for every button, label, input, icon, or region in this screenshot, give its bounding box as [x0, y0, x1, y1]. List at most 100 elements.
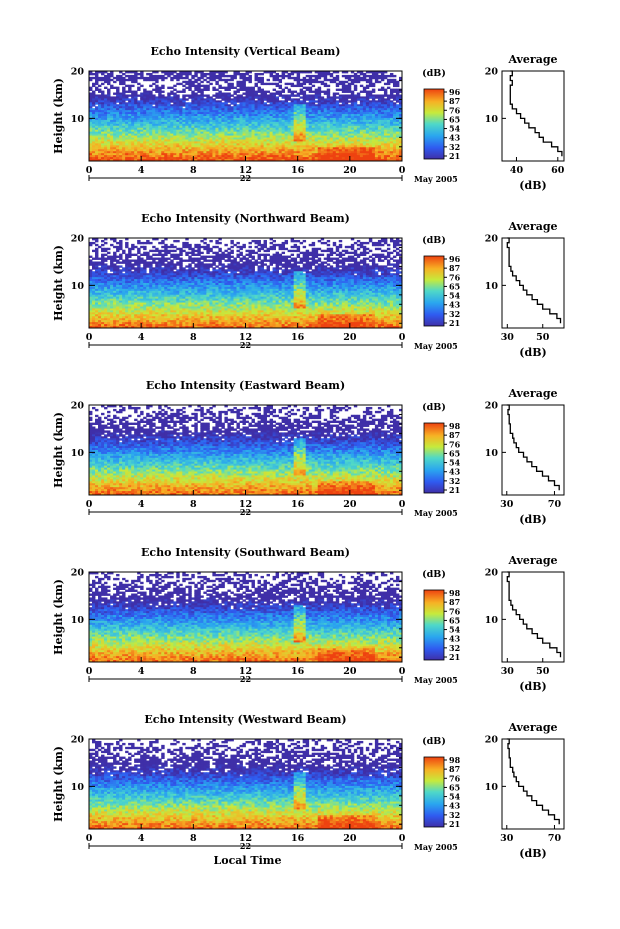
heatmap-cell: [212, 98, 216, 101]
heatmap-cell: [245, 100, 249, 103]
heatmap-cell: [113, 104, 117, 107]
heatmap-cell: [290, 112, 295, 115]
heatmap-cell: [104, 116, 108, 119]
heatmap-cell: [206, 116, 210, 119]
heatmap-cell: [260, 96, 264, 99]
heatmap-cell: [335, 76, 340, 80]
heatmap-cell: [290, 90, 295, 93]
heatmap-cell: [365, 74, 370, 78]
heatmap-cell: [263, 98, 267, 101]
heatmap-cell: [248, 94, 252, 97]
heatmap-cell: [194, 259, 198, 262]
heatmap-cell: [365, 94, 370, 97]
heatmap-cell: [317, 86, 322, 90]
heatmap-cell: [161, 112, 165, 115]
heatmap-cell: [275, 108, 280, 111]
heatmap-cell: [155, 117, 159, 121]
heatmap-cell: [293, 78, 298, 82]
heatmap-cell: [218, 102, 222, 105]
heatmap-cell: [266, 108, 270, 111]
heatmap-cell: [317, 114, 322, 117]
heatmap-cell: [389, 110, 394, 113]
heatmap-cell: [365, 112, 370, 115]
heatmap-cell: [284, 114, 289, 117]
heatmap-cell: [278, 114, 283, 117]
heatmap-cell: [284, 104, 289, 107]
heatmap-cell: [101, 102, 105, 105]
heatmap-cell: [131, 116, 135, 119]
heatmap-cell: [305, 78, 310, 82]
heatmap-cell: [386, 100, 391, 103]
heatmap-cell: [104, 76, 108, 80]
heatmap-cell: [179, 110, 183, 113]
heatmap-cell: [398, 104, 403, 107]
heatmap-cell: [212, 74, 216, 78]
heatmap-cell: [281, 94, 286, 97]
heatmap-cell: [194, 92, 198, 95]
heatmap-cell: [344, 74, 349, 78]
heatmap-cell: [323, 106, 328, 109]
heatmap-cell: [125, 108, 129, 111]
heatmap-cell: [287, 117, 292, 121]
heatmap-cell: [128, 102, 132, 105]
heatmap-cell: [149, 90, 153, 93]
heatmap-cell: [290, 71, 295, 74]
heatmap-cell: [335, 114, 340, 117]
heatmap-cell: [296, 104, 301, 107]
heatmap-cell: [170, 116, 174, 119]
heatmap-cell: [269, 102, 273, 105]
heatmap-cell: [320, 72, 325, 76]
heatmap-cell: [137, 102, 141, 105]
heatmap-cell: [182, 76, 186, 80]
heatmap-cell: [293, 76, 298, 80]
heatmap-cell: [353, 76, 358, 80]
heatmap-cell: [320, 90, 325, 93]
heatmap-cell: [95, 100, 99, 103]
heatmap-cell: [131, 110, 135, 113]
heatmap-cell: [353, 84, 358, 88]
heatmap-cell: [320, 108, 325, 111]
heatmap-cell: [209, 239, 213, 243]
heatmap-cell: [245, 249, 249, 253]
heatmap-cell: [350, 100, 355, 103]
heatmap-cell: [350, 102, 355, 105]
heatmap-cell: [101, 239, 105, 243]
heatmap-cell: [287, 112, 292, 115]
heatmap-cell: [101, 106, 105, 109]
heatmap-cell: [290, 94, 295, 97]
heatmap-cell: [140, 94, 144, 97]
heatmap-cell: [263, 249, 267, 253]
heatmap-cell: [374, 72, 379, 76]
heatmap-cell: [278, 100, 283, 103]
heatmap-cell: [221, 112, 225, 115]
heatmap-cell: [170, 92, 174, 95]
heatmap-cell: [266, 112, 270, 115]
heatmap-cell: [197, 112, 201, 115]
heatmap-cell: [167, 102, 171, 105]
heatmap-cell: [344, 108, 349, 111]
heatmap-cell: [368, 84, 373, 88]
heatmap-cell: [164, 106, 168, 109]
heatmap-cell: [245, 112, 249, 115]
heatmap-cell: [344, 86, 349, 90]
heatmap-cell: [113, 98, 117, 101]
heatmap-cell: [215, 114, 219, 117]
heatmap-cell: [239, 100, 243, 103]
heatmap-cell: [236, 104, 240, 107]
heatmap-cell: [254, 106, 258, 109]
heatmap-cell: [338, 100, 343, 103]
heatmap-cell: [308, 74, 313, 78]
heatmap-cell: [317, 94, 322, 97]
heatmap-cell: [227, 88, 231, 91]
heatmap-cell: [281, 96, 286, 99]
heatmap-cell: [251, 106, 255, 109]
heatmap-cell: [92, 96, 96, 99]
heatmap-cell: [215, 108, 219, 111]
heatmap-cell: [122, 106, 126, 109]
heatmap-cell: [200, 92, 204, 95]
heatmap-cell: [212, 104, 216, 107]
heatmap-cell: [239, 86, 243, 90]
heatmap-cell: [356, 80, 361, 84]
heatmap-cells: [89, 238, 403, 329]
heatmap-cell: [302, 71, 307, 74]
